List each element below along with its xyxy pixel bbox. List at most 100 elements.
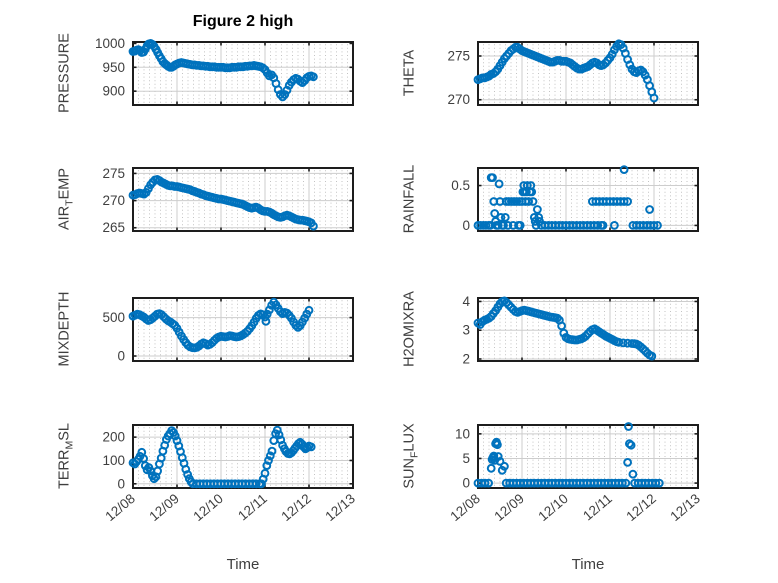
data-point xyxy=(647,351,657,361)
data-point xyxy=(486,463,496,473)
data-point xyxy=(645,205,655,214)
y-axis-label-text: LUX xyxy=(401,423,418,452)
x-tick-label: 12/09 xyxy=(491,491,527,524)
y-axis-label-text: TERR xyxy=(56,449,73,489)
x-tick-label: 12/09 xyxy=(146,491,182,524)
y-tick-label: 1000 xyxy=(95,36,125,51)
data-point xyxy=(607,49,617,59)
data-point xyxy=(280,90,290,99)
axes-box xyxy=(477,41,699,106)
y-tick-label: 270 xyxy=(447,92,470,107)
y-tick-label: 200 xyxy=(102,430,125,445)
axes-box xyxy=(132,297,354,362)
data-point xyxy=(625,60,635,70)
y-axis-label-terr-msl: TERRMSL xyxy=(57,423,76,489)
x-tick-label: 12/11 xyxy=(235,491,270,524)
data-point xyxy=(524,197,533,206)
data-point xyxy=(527,187,537,197)
x-tick-label: 12/13 xyxy=(322,491,358,524)
data-series-mixdepth xyxy=(128,297,314,353)
y-axis-label-subscript: F xyxy=(408,451,421,459)
y-axis-label-text: SL xyxy=(56,423,73,441)
data-series-sun-flux xyxy=(473,422,664,488)
subplot-rainfall: 00.5 xyxy=(451,165,699,233)
y-axis-label-text: AIR xyxy=(56,205,73,231)
y-tick-label: 900 xyxy=(102,84,125,99)
data-point xyxy=(529,213,539,222)
subplot-h2omixra: 2 3 4 xyxy=(462,294,699,367)
data-point xyxy=(493,440,502,450)
y-tick-label: 100 xyxy=(102,453,125,468)
y-tick-label: 0 xyxy=(117,349,125,364)
data-point xyxy=(170,431,180,441)
data-point xyxy=(649,221,659,230)
y-tick-label: 2 xyxy=(462,352,470,367)
data-point xyxy=(624,422,633,431)
y-axis-label-text: EMP xyxy=(56,167,73,200)
data-point xyxy=(309,72,318,82)
data-point xyxy=(264,456,273,465)
data-series-rainfall xyxy=(473,165,662,230)
figure-title: Figure 2 high xyxy=(192,13,294,30)
y-axis-label-air-temp: AIRTEMP xyxy=(57,168,76,230)
data-point xyxy=(304,305,314,315)
data-point xyxy=(654,478,664,488)
data-point xyxy=(495,457,505,466)
data-point xyxy=(500,213,510,222)
axes-box xyxy=(477,167,699,232)
y-tick-label: 500 xyxy=(102,310,125,325)
y-axis-label-h2omixra: H2OMIXRA xyxy=(402,291,421,367)
x-tick-label: 12/11 xyxy=(580,491,615,524)
y-tick-label: 4 xyxy=(462,294,470,309)
y-tick-label: 275 xyxy=(447,49,470,64)
subplot-mixdepth: 0 500 xyxy=(102,297,354,364)
data-series-air-temp xyxy=(128,174,318,231)
data-point xyxy=(490,209,500,218)
y-tick-label: 950 xyxy=(102,60,125,75)
data-point xyxy=(149,474,159,484)
data-point xyxy=(503,221,513,230)
x-axis-label-right: Time xyxy=(571,556,605,573)
y-tick-label: 5 xyxy=(462,451,470,466)
y-axis-label-text: RAINFALL xyxy=(401,164,418,234)
data-point xyxy=(260,468,270,478)
data-point xyxy=(653,221,662,230)
y-axis-label-text: SUN xyxy=(401,458,418,489)
x-axis-label-left: Time xyxy=(226,556,260,573)
y-tick-label: 10 xyxy=(455,426,470,441)
y-axis-label-text: PRESSURE xyxy=(56,33,73,113)
data-point xyxy=(649,93,659,103)
data-point xyxy=(619,197,629,206)
data-point xyxy=(626,440,636,450)
data-point xyxy=(515,221,525,230)
y-tick-label: 265 xyxy=(102,220,125,235)
data-point xyxy=(269,436,279,446)
y-axis-label-rainfall: RAINFALL xyxy=(402,165,421,234)
data-point xyxy=(621,478,631,488)
data-point xyxy=(610,221,619,230)
data-point xyxy=(494,179,504,189)
x-tick-label: 12/10 xyxy=(535,491,571,524)
data-point xyxy=(618,338,628,348)
y-axis-label-pressure: PRESSURE xyxy=(57,33,76,113)
data-point xyxy=(493,452,503,461)
y-axis-label-subscript: M xyxy=(63,440,76,450)
data-point xyxy=(533,205,542,214)
data-point xyxy=(274,430,284,440)
data-point xyxy=(619,165,629,175)
data-series-pressure xyxy=(128,39,318,102)
data-point xyxy=(628,469,638,479)
y-tick-label: 275 xyxy=(102,166,125,181)
x-tick-label: 12/08 xyxy=(102,491,138,524)
y-axis-label-text: H2OMIXRA xyxy=(401,291,418,367)
data-point xyxy=(528,197,538,206)
data-point xyxy=(489,451,499,461)
data-point xyxy=(484,478,494,488)
data-point xyxy=(306,442,316,452)
y-axis-label-text: MIXDEPTH xyxy=(56,291,73,367)
subplot-theta: 270 275 xyxy=(447,39,699,107)
y-axis-label-mixdepth: MIXDEPTH xyxy=(57,292,76,367)
data-point xyxy=(640,70,650,80)
y-tick-label: 0.5 xyxy=(451,178,470,193)
data-point xyxy=(488,173,497,183)
